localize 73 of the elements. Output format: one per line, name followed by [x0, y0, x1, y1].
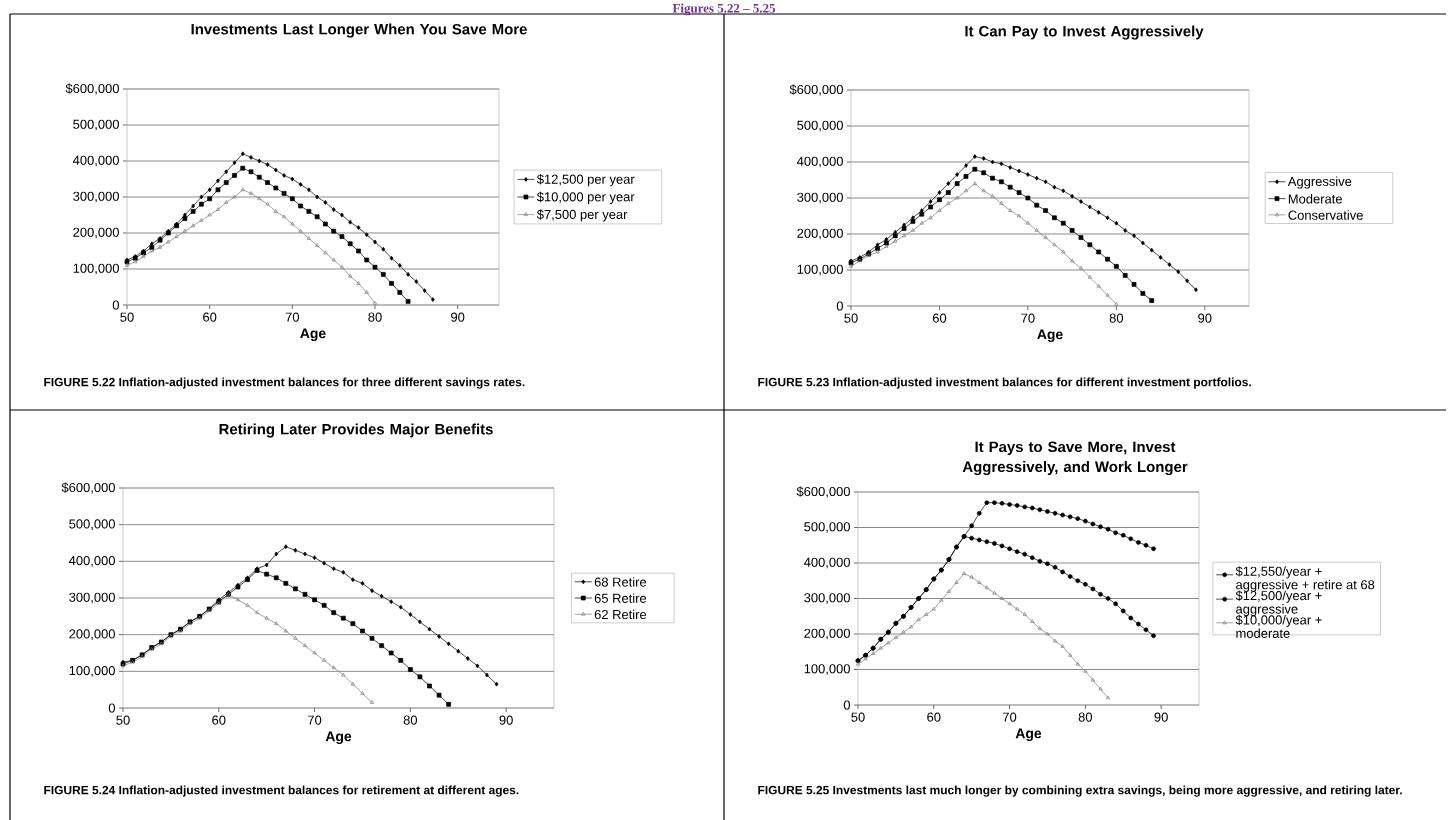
y-tick-label: 200,000	[797, 228, 843, 240]
x-tick-label: 50	[116, 715, 130, 725]
legend-label: Aggressive	[1287, 176, 1352, 189]
x-tick-label: 90	[1198, 313, 1212, 323]
x-tick-label: 50	[120, 312, 134, 322]
caption: FIGURE 5.23 Inflation-adjusted investment balances for different investment portfolios.	[758, 377, 1251, 389]
x-tick-label: 70	[308, 715, 322, 725]
y-tick-label: $600,000	[65, 83, 119, 95]
caption: FIGURE 5.25 Investments last much longer by combining extra savings, being more aggressive, and retiring later.	[758, 785, 1402, 797]
x-tick-label: 90	[451, 312, 465, 322]
y-tick-label: $600,000	[789, 84, 843, 96]
x-tick-label: 60	[932, 313, 947, 323]
y-tick-label: 300,000	[797, 192, 843, 204]
legend-label: Conservative	[1288, 210, 1363, 220]
x-tick-label: 80	[1078, 712, 1093, 722]
x-axis-title: Age	[1015, 728, 1042, 742]
chart-title: Investments Last Longer When You Save More	[191, 23, 527, 38]
x-tick-label: 80	[1109, 313, 1124, 323]
caption: FIGURE 5.22 Inflation-adjusted investment balances for three different savings rates.	[44, 377, 525, 389]
x-tick-label: 80	[403, 715, 418, 725]
y-tick-label: 300,000	[804, 593, 850, 604]
y-tick-label: 100,000	[804, 664, 850, 675]
y-tick-label: 400,000	[68, 555, 115, 567]
legend-label: $12,500 per year	[536, 174, 635, 187]
x-axis-title: Age	[300, 328, 326, 342]
x-tick-label: 60	[212, 715, 226, 725]
y-tick-label: 0	[843, 700, 850, 710]
legend-label: $12,550/year + aggressive + retire at 68	[1235, 566, 1375, 592]
text: Figures 5.22 – 5.25	[672, 3, 776, 16]
y-tick-label: 100,000	[73, 263, 119, 275]
legend-label: 62 Retire	[594, 609, 647, 620]
y-tick-label: 500,000	[69, 519, 115, 531]
y-tick-label: 200,000	[73, 227, 119, 239]
y-tick-label: 300,000	[73, 191, 119, 203]
y-tick-label: 400,000	[72, 155, 119, 167]
y-tick-label: 200,000	[804, 628, 850, 640]
legend-label: 65 Retire	[594, 593, 647, 603]
x-tick-label: 90	[499, 715, 513, 725]
caption: FIGURE 5.24 Inflation-adjusted investment balances for retirement at different ages.	[44, 785, 519, 797]
x-tick-label: 70	[285, 312, 300, 322]
legend-label: $10,000/year + moderate	[1235, 614, 1322, 638]
y-tick-label: $600,000	[61, 482, 115, 494]
x-tick-label: 80	[368, 312, 382, 322]
y-tick-label: $600,000	[796, 486, 850, 498]
y-tick-label: 100,000	[69, 665, 115, 677]
y-tick-label: 300,000	[69, 592, 115, 604]
x-axis-title: Age	[1037, 329, 1063, 343]
chart-title: It Can Pay to Invest Aggressively	[965, 25, 1204, 40]
x-tick-label: 50	[844, 313, 858, 323]
chart-title: It Pays to Save More, Invest Aggressively, and Work Longer	[962, 441, 1188, 476]
legend-label: 68 Retire	[594, 577, 647, 587]
x-tick-label: 70	[1021, 313, 1035, 323]
x-tick-label: 90	[1154, 712, 1168, 722]
y-tick-label: 500,000	[804, 522, 850, 533]
chart-title: Retiring Later Provides Major Benefits	[219, 423, 493, 438]
x-axis-title: Age	[325, 731, 352, 745]
legend-label: Moderate	[1288, 194, 1342, 204]
y-tick-label: 0	[112, 300, 119, 310]
y-tick-label: 200,000	[69, 629, 115, 641]
y-tick-label: 500,000	[73, 119, 119, 131]
x-tick-label: 50	[851, 712, 865, 722]
x-tick-label: 60	[927, 712, 941, 722]
y-tick-label: 100,000	[797, 264, 843, 276]
y-tick-label: 0	[108, 703, 115, 713]
legend-label: $10,000 per year	[536, 191, 635, 204]
y-tick-label: 0	[836, 301, 843, 311]
x-tick-label: 60	[203, 312, 217, 322]
x-tick-label: 70	[1003, 712, 1017, 722]
y-tick-label: 400,000	[803, 557, 850, 569]
legend-label: $12,500/year + aggressive	[1235, 590, 1322, 617]
y-tick-label: 400,000	[796, 156, 843, 168]
y-tick-label: 500,000	[797, 120, 843, 132]
legend-label: $7,500 per year	[536, 209, 628, 222]
